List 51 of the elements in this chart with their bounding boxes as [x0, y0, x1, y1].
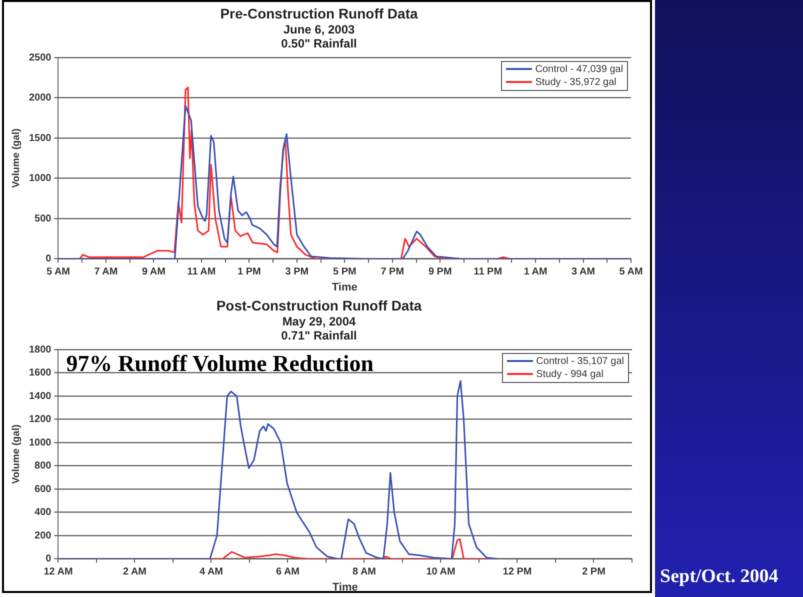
- y-axis-title: Volume (gal): [10, 128, 22, 188]
- y-axis-title: Volume (gal): [10, 424, 22, 484]
- legend-label: Control - 47,039 gal: [535, 62, 624, 76]
- chart-subtitle: May 29, 2004 0.71" Rainfall: [281, 314, 357, 343]
- x-tick-label: 5 AM: [46, 266, 70, 278]
- x-tick-label: 12 AM: [44, 566, 73, 578]
- x-axis-title: Time: [332, 281, 358, 294]
- x-tick-label: 12 PM: [502, 566, 532, 578]
- legend-label: Study - 994 gal: [536, 368, 604, 381]
- x-tick-label: 2 AM: [122, 566, 147, 578]
- y-tick-label: 1500: [28, 132, 52, 144]
- y-tick-label: 200: [34, 530, 52, 542]
- chart-title: Post-Construction Runoff Data: [216, 297, 422, 314]
- x-tick-label: 7 PM: [380, 266, 404, 278]
- legend-label: Study - 35,972 gal: [535, 76, 616, 89]
- x-tick-label: 6 AM: [276, 566, 300, 578]
- x-tick-label: 1 PM: [238, 266, 261, 278]
- x-tick-label: 11 PM: [474, 266, 502, 278]
- x-tick-label: 9 AM: [142, 266, 166, 278]
- y-tick-label: 2500: [28, 52, 52, 64]
- chart-subtitle: June 6, 2003 0.50" Rainfall: [281, 22, 357, 51]
- y-tick-label: 1600: [28, 368, 52, 379]
- legend-label: Control - 35,107 gal: [536, 354, 624, 368]
- y-tick-label: 1800: [28, 344, 52, 356]
- y-tick-label: 0: [46, 554, 52, 565]
- y-tick-label: 1000: [28, 437, 52, 448]
- x-tick-label: 5 PM: [332, 266, 356, 278]
- x-tick-label: 11 AM: [187, 266, 216, 278]
- x-tick-label: 4 AM: [199, 566, 224, 578]
- x-tick-label: 10 AM: [426, 566, 456, 578]
- y-tick-label: 500: [34, 213, 52, 224]
- x-tick-label: 3 AM: [572, 266, 596, 278]
- y-tick-label: 1400: [28, 390, 52, 402]
- annotation: 97% Runoff Volume Reduction: [66, 351, 374, 376]
- x-tick-label: 5 AM: [619, 266, 643, 278]
- y-tick-label: 600: [34, 484, 52, 495]
- y-tick-label: 0: [46, 254, 52, 265]
- y-tick-label: 1200: [28, 414, 52, 426]
- x-tick-label: 1 AM: [524, 266, 548, 278]
- text: Sept/Oct. 2004: [660, 565, 780, 589]
- x-tick-label: 8 AM: [352, 566, 376, 578]
- chart-title: Pre-Construction Runoff Data: [220, 5, 418, 22]
- x-tick-label: 3 PM: [285, 266, 309, 278]
- y-tick-label: 800: [34, 460, 52, 472]
- x-axis-title: Time: [332, 581, 358, 594]
- x-tick-label: 7 AM: [94, 266, 118, 278]
- x-tick-label: 2 PM: [582, 566, 606, 578]
- y-tick-label: 1000: [28, 173, 52, 184]
- y-tick-label: 2000: [28, 92, 52, 104]
- x-tick-label: 9 PM: [428, 266, 452, 278]
- y-tick-label: 400: [34, 507, 52, 518]
